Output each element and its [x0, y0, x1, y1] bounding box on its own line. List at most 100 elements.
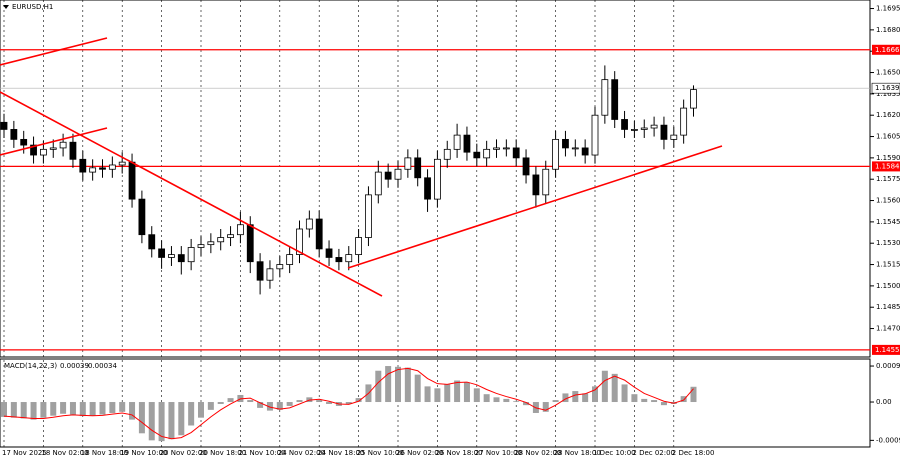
- macd-bar: [109, 402, 116, 413]
- macd: [1, 366, 697, 442]
- candle-body: [443, 148, 451, 160]
- macd-bar: [1, 402, 7, 417]
- macd-bar: [316, 400, 323, 403]
- macd-bar: [473, 388, 480, 403]
- candle-body: [621, 119, 628, 130]
- x-tick-label: 17 Nov 2025: [2, 449, 47, 457]
- macd-bar: [395, 366, 401, 403]
- macd-bar: [572, 391, 579, 403]
- level-label: 1.1584: [875, 162, 900, 170]
- macd-bar: [375, 370, 382, 403]
- labels: 1.16951.16801.16651.16501.16351.16201.16…: [2, 5, 900, 457]
- candle-body: [571, 147, 579, 150]
- candle-body: [325, 248, 333, 258]
- candle-body: [611, 79, 619, 120]
- macd-bar: [119, 402, 126, 412]
- y-tick-label: 1.1590: [876, 154, 900, 162]
- candle-body: [256, 261, 264, 281]
- candle-body: [562, 138, 569, 149]
- macd-bar: [385, 366, 392, 403]
- level-label: 1.1666: [875, 46, 900, 54]
- y-tick-label: 1.1515: [876, 261, 900, 269]
- candle-body: [374, 171, 382, 196]
- x-tick-label: 20 Nov 02:00: [160, 449, 207, 457]
- candle-body: [128, 161, 136, 200]
- candle-body: [177, 254, 185, 263]
- candle-body: [581, 147, 589, 156]
- chart-title: EURUSD,H1: [12, 3, 53, 11]
- candle-body: [217, 237, 225, 243]
- macd-bar: [542, 402, 549, 412]
- candle-body: [473, 151, 481, 159]
- candle-body: [345, 254, 353, 263]
- candle-body: [542, 168, 550, 196]
- macd-bar: [355, 398, 362, 403]
- trend-line: [0, 91, 383, 297]
- x-tick-label: 26 Nov 18:00: [435, 449, 482, 457]
- candle-body: [30, 144, 37, 156]
- candle-body: [49, 147, 57, 150]
- level-label-box: [872, 344, 900, 355]
- y-tick-label: 1.1500: [876, 282, 900, 290]
- candle-body: [286, 254, 294, 265]
- candle-body: [187, 247, 195, 263]
- candle-body: [315, 218, 323, 250]
- level-label-box: [872, 161, 900, 172]
- candle-body: [433, 158, 441, 200]
- macd-bar: [621, 384, 628, 403]
- candle-body: [384, 171, 392, 180]
- title-icon: [3, 5, 9, 9]
- candle-body: [335, 257, 343, 263]
- candle-body: [148, 234, 156, 250]
- macd-bar: [138, 402, 145, 434]
- trend-line: [0, 37, 108, 66]
- x-tick-label: 2 Dec 02:00: [632, 449, 675, 457]
- macd-bar: [276, 402, 283, 410]
- y-tick-label: 1.1650: [876, 69, 900, 77]
- y-tick-label: 1.1485: [876, 303, 900, 311]
- candle-body: [463, 134, 471, 153]
- macd-bar: [207, 402, 214, 410]
- macd-bar: [178, 402, 185, 436]
- y-tick-label: 1.1605: [876, 133, 900, 141]
- candle-body: [0, 121, 8, 130]
- last-price-label: 1.1639: [875, 84, 900, 92]
- trend-line: [0, 127, 108, 156]
- y-tick-label: 0.00: [876, 398, 892, 406]
- candle-body: [680, 107, 688, 136]
- macd-bar: [296, 400, 303, 403]
- macd-bar: [247, 400, 254, 403]
- candle-body: [20, 138, 28, 146]
- candle-body: [522, 157, 530, 176]
- x-tick-label: 26 Nov 02:00: [396, 449, 443, 457]
- candle-body: [168, 254, 175, 258]
- candle-body: [118, 161, 126, 166]
- candle-body: [502, 147, 510, 150]
- macd-bar: [444, 384, 451, 403]
- candle-body: [227, 234, 234, 238]
- candle-body: [40, 148, 47, 156]
- macd-bar: [454, 380, 461, 403]
- candle-body: [660, 124, 668, 140]
- macd-bar: [463, 382, 470, 403]
- macd-bar: [404, 367, 411, 403]
- macd-bar: [286, 402, 293, 406]
- candle-body: [650, 124, 658, 129]
- macd-bar: [148, 402, 155, 441]
- macd-bar: [611, 373, 618, 403]
- x-tick-label: 19 Nov 10:00: [120, 449, 167, 457]
- macd-bar: [10, 402, 17, 418]
- candle-body: [640, 127, 648, 130]
- macd-bar: [562, 393, 569, 403]
- trend-line: [347, 145, 723, 269]
- candle-body: [483, 148, 491, 159]
- candle-body: [296, 228, 303, 255]
- macd-bar: [188, 402, 195, 426]
- macd-value: 0.00039: [60, 362, 89, 370]
- candle-body: [89, 167, 97, 173]
- macd-bar: [690, 386, 697, 403]
- macd-panel: [0, 358, 871, 448]
- macd-bar: [158, 402, 165, 442]
- macd-bar: [641, 398, 648, 403]
